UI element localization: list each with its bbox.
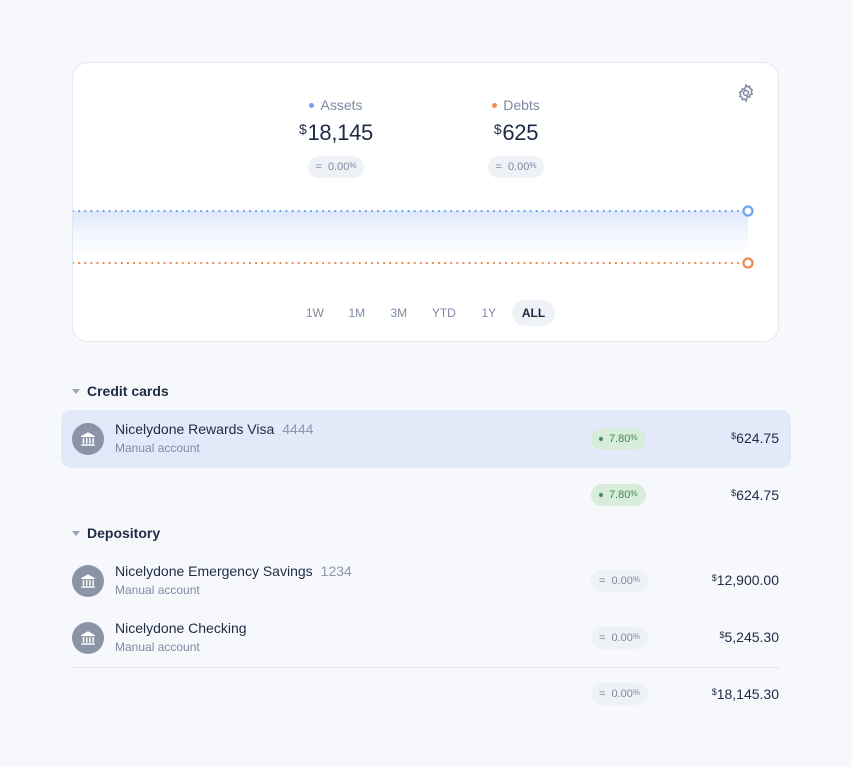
debts-value: $625 xyxy=(446,120,586,148)
debts-change-sign: = xyxy=(495,161,502,173)
caret-down-icon xyxy=(72,530,80,536)
settings-gear-icon[interactable] xyxy=(736,83,756,103)
account-change-value: 0.00% xyxy=(611,575,640,587)
account-name: Nicelydone Rewards Visa 4444 xyxy=(115,421,314,437)
debts-stat: Debts $625 = 0.00% xyxy=(446,96,586,178)
change-sign: = xyxy=(599,632,606,644)
assets-change-sign: = xyxy=(315,161,322,173)
range-1w[interactable]: 1W xyxy=(305,306,324,320)
total-change-value: 0.00% xyxy=(611,688,640,700)
total-change-value: 7.80% xyxy=(609,489,638,501)
debts-label-text: Debts xyxy=(503,97,540,113)
bank-icon xyxy=(72,565,104,597)
account-balance: $5,245.30 xyxy=(719,629,779,645)
range-ytd[interactable]: YTD xyxy=(431,306,456,320)
range-1m[interactable]: 1M xyxy=(348,306,366,320)
change-sign: = xyxy=(599,688,606,700)
group-total-balance: $624.75 xyxy=(731,487,779,503)
assets-label-text: Assets xyxy=(320,97,363,113)
debts-change-badge: = 0.00% xyxy=(487,156,545,178)
debts-label: Debts xyxy=(446,96,586,114)
account-change-value: 0.00% xyxy=(611,632,640,644)
debts-currency: $ xyxy=(493,121,502,137)
account-change-badge: = 0.00% xyxy=(591,570,648,592)
net-worth-chart xyxy=(73,205,754,269)
assets-change-badge: = 0.00% xyxy=(307,156,365,178)
debts-dot xyxy=(492,102,498,108)
debts-change-value: 0.00% xyxy=(507,161,537,173)
positive-dot xyxy=(599,437,603,441)
account-change-badge: = 0.00% xyxy=(591,627,648,649)
debts-end-point xyxy=(742,257,754,269)
account-type: Manual account xyxy=(115,441,200,455)
change-sign: = xyxy=(599,575,606,587)
account-type: Manual account xyxy=(115,583,200,597)
group-total-balance: $18,145.30 xyxy=(711,686,779,702)
account-name: Nicelydone Emergency Savings 1234 xyxy=(115,563,352,579)
depository-total-row: = 0.00% $18,145.30 xyxy=(61,680,791,710)
credit-cards-total-row: 7.80% $624.75 xyxy=(61,481,791,511)
account-change-badge: 7.80% xyxy=(591,428,646,450)
debts-amount: 625 xyxy=(502,120,539,145)
group-header-credit-cards[interactable]: Credit cards xyxy=(72,383,169,399)
assets-dot xyxy=(309,102,315,108)
positive-dot xyxy=(599,493,603,497)
account-mask: 1234 xyxy=(320,563,352,579)
account-balance: $12,900.00 xyxy=(711,572,779,588)
caret-down-icon xyxy=(72,388,80,394)
range-3m[interactable]: 3M xyxy=(390,306,408,320)
assets-currency: $ xyxy=(299,121,307,137)
total-change-badge: 7.80% xyxy=(591,484,646,506)
group-divider xyxy=(72,667,780,668)
group-title-depository: Depository xyxy=(87,525,161,541)
assets-end-point xyxy=(742,205,754,217)
range-1y[interactable]: 1Y xyxy=(481,306,497,320)
assets-amount: 18,145 xyxy=(307,120,374,145)
account-change-value: 7.80% xyxy=(609,433,638,445)
net-worth-card: Assets $18,145 = 0.00% Debts $625 = 0.00… xyxy=(72,62,779,342)
account-name: Nicelydone Checking xyxy=(115,620,247,636)
bank-icon xyxy=(72,423,104,455)
group-header-depository[interactable]: Depository xyxy=(72,525,160,541)
account-row-rewards-visa[interactable]: Nicelydone Rewards Visa 4444 Manual accou… xyxy=(61,410,791,468)
account-row-checking[interactable]: Nicelydone Checking Manual account = 0.0… xyxy=(61,609,791,667)
assets-stat: Assets $18,145 = 0.00% xyxy=(266,96,406,178)
time-range-selector: 1W 1M 3M YTD 1Y ALL xyxy=(73,300,778,326)
group-title-credit-cards: Credit cards xyxy=(87,383,169,399)
assets-area xyxy=(73,211,748,251)
assets-label: Assets xyxy=(266,96,406,114)
account-type: Manual account xyxy=(115,640,200,654)
range-all[interactable]: ALL xyxy=(511,300,556,326)
bank-icon xyxy=(72,622,104,654)
account-balance: $624.75 xyxy=(731,430,779,446)
account-mask: 4444 xyxy=(282,421,314,437)
assets-change-value: 0.00% xyxy=(327,161,357,173)
total-change-badge: = 0.00% xyxy=(591,683,648,705)
account-row-emergency-savings[interactable]: Nicelydone Emergency Savings 1234 Manual … xyxy=(61,552,791,610)
assets-value: $18,145 xyxy=(266,120,406,148)
